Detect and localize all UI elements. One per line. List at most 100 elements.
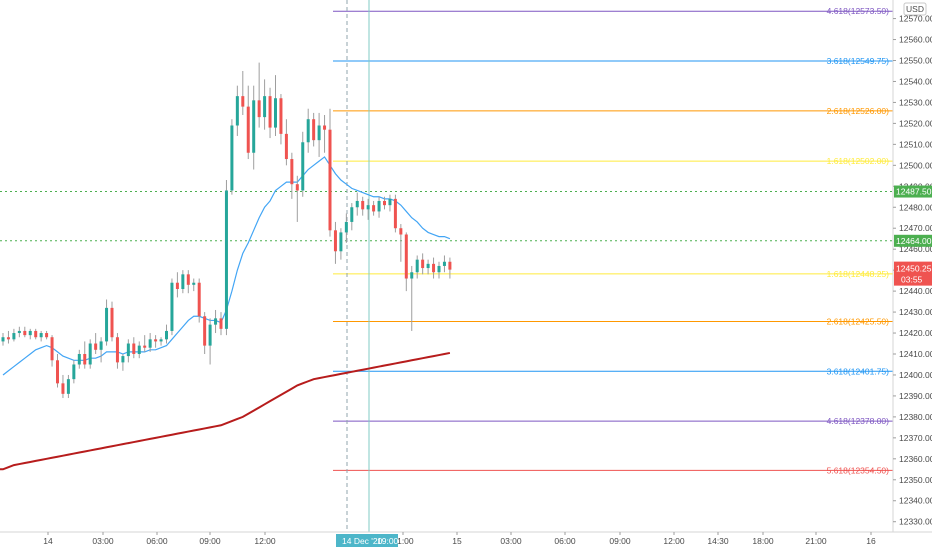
x-tick-label: 14: [43, 536, 53, 546]
candle[interactable]: [143, 335, 147, 352]
time-axis[interactable]: 14 03:00 06:00 09:00 12:00 21:00 15 03:00 06:00 0…: [0, 531, 932, 550]
candle[interactable]: [437, 261, 441, 279]
candle[interactable]: [170, 278, 174, 336]
candle[interactable]: [186, 270, 190, 294]
candle[interactable]: [399, 224, 403, 262]
candle[interactable]: [23, 326, 27, 338]
candle[interactable]: [148, 333, 152, 352]
candle[interactable]: [208, 318, 212, 365]
candle[interactable]: [203, 312, 207, 354]
currency-badge[interactable]: USD: [903, 2, 927, 16]
candle[interactable]: [105, 299, 109, 346]
candle[interactable]: [12, 328, 16, 342]
candle-body: [317, 125, 321, 141]
candle[interactable]: [306, 108, 310, 153]
candles[interactable]: [1, 62, 452, 399]
candle[interactable]: [432, 257, 436, 279]
candle-body: [415, 259, 419, 273]
candle[interactable]: [290, 152, 294, 199]
x-tick-label: 09:00: [609, 536, 631, 546]
candle[interactable]: [361, 196, 365, 216]
candle[interactable]: [323, 115, 327, 153]
x-tick-label: 18:00: [752, 536, 774, 546]
candle[interactable]: [126, 339, 130, 363]
candle[interactable]: [355, 192, 359, 216]
candle[interactable]: [415, 255, 419, 279]
candle[interactable]: [246, 85, 250, 160]
candle[interactable]: [350, 203, 354, 231]
fibonacci-extension[interactable]: 4.618(12573.50) 3.618(12549.75) 2.618(1252…: [333, 6, 893, 475]
candle[interactable]: [426, 259, 430, 275]
candle[interactable]: [393, 194, 397, 233]
candle[interactable]: [372, 200, 376, 216]
candle[interactable]: [230, 119, 234, 195]
candle[interactable]: [1, 333, 5, 346]
candle[interactable]: [268, 87, 272, 139]
candle[interactable]: [28, 328, 32, 340]
candle[interactable]: [224, 180, 228, 336]
candle[interactable]: [39, 330, 43, 342]
candle[interactable]: [61, 374, 65, 399]
candle[interactable]: [344, 213, 348, 243]
candle[interactable]: [279, 94, 283, 145]
candle[interactable]: [154, 335, 158, 348]
candle[interactable]: [192, 278, 196, 292]
candle[interactable]: [181, 270, 185, 294]
candle[interactable]: [165, 324, 168, 344]
candle[interactable]: [45, 330, 49, 340]
candle[interactable]: [312, 112, 316, 147]
candle[interactable]: [77, 349, 81, 369]
candle[interactable]: [66, 374, 70, 399]
candle[interactable]: [448, 257, 452, 279]
candle[interactable]: [295, 175, 299, 222]
candle[interactable]: [317, 112, 321, 157]
candle[interactable]: [442, 255, 446, 273]
last-price-bg: [894, 261, 932, 286]
horizontal-lines[interactable]: [0, 191, 893, 242]
candle[interactable]: [99, 337, 103, 363]
candle[interactable]: [263, 79, 267, 130]
candle[interactable]: [333, 221, 337, 264]
candle[interactable]: [175, 272, 179, 298]
candle[interactable]: [404, 232, 408, 292]
candle[interactable]: [383, 196, 386, 210]
candle[interactable]: [132, 337, 136, 359]
candle-body: [154, 339, 158, 342]
candle[interactable]: [72, 360, 76, 384]
candle[interactable]: [115, 333, 119, 369]
candle[interactable]: [159, 337, 163, 346]
candle[interactable]: [252, 85, 256, 170]
candle[interactable]: [410, 265, 414, 331]
candle[interactable]: [6, 330, 10, 344]
candle[interactable]: [274, 75, 277, 136]
candle[interactable]: [388, 194, 392, 212]
candle[interactable]: [339, 228, 343, 260]
candle[interactable]: [235, 85, 239, 136]
candle[interactable]: [257, 62, 261, 128]
candle[interactable]: [214, 309, 218, 334]
candle-body: [333, 230, 337, 252]
candle-body: [203, 316, 207, 346]
candle[interactable]: [377, 196, 381, 218]
candle[interactable]: [241, 70, 245, 116]
candle[interactable]: [137, 341, 141, 359]
candle[interactable]: [94, 333, 98, 354]
candle[interactable]: [34, 328, 38, 340]
candle[interactable]: [284, 119, 288, 166]
candle[interactable]: [219, 312, 223, 336]
candle[interactable]: [301, 131, 305, 197]
candle[interactable]: [50, 335, 54, 367]
candle[interactable]: [110, 301, 114, 342]
candle[interactable]: [421, 253, 425, 275]
candle[interactable]: [56, 354, 59, 388]
candle[interactable]: [197, 278, 201, 323]
crosshair: [346, 0, 370, 532]
candle[interactable]: [17, 326, 21, 338]
candle[interactable]: [121, 354, 125, 371]
candle[interactable]: [83, 341, 87, 369]
candle[interactable]: [366, 198, 370, 220]
price-axis[interactable]: 12330.00 12340.00 12350.00 12360.00 12370.00…: [892, 0, 932, 532]
candle[interactable]: [88, 339, 92, 369]
candle[interactable]: [328, 108, 332, 237]
